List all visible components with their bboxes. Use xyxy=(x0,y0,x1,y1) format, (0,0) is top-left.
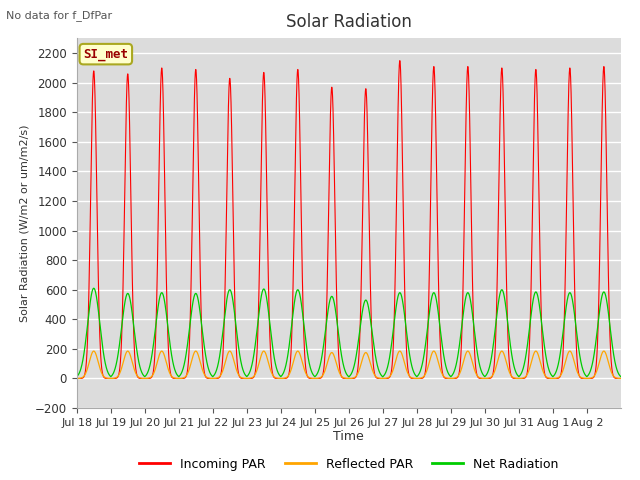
Title: Solar Radiation: Solar Radiation xyxy=(286,13,412,31)
X-axis label: Time: Time xyxy=(333,431,364,444)
Text: SI_met: SI_met xyxy=(83,48,129,60)
Y-axis label: Solar Radiation (W/m2 or um/m2/s): Solar Radiation (W/m2 or um/m2/s) xyxy=(19,124,29,322)
Text: No data for f_DfPar: No data for f_DfPar xyxy=(6,10,113,21)
Legend: Incoming PAR, Reflected PAR, Net Radiation: Incoming PAR, Reflected PAR, Net Radiati… xyxy=(134,453,564,476)
